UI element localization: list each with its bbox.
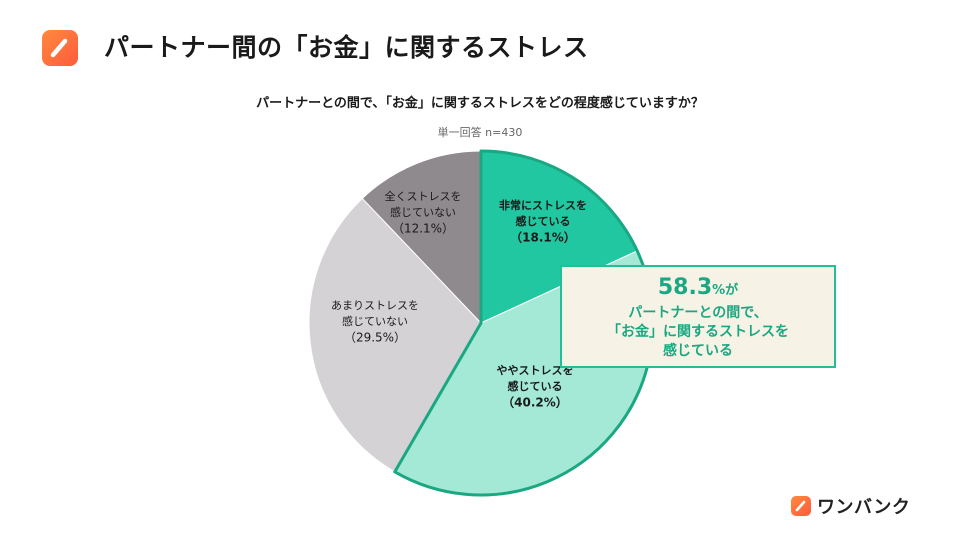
slice-value-label: （12.1%）	[392, 222, 454, 236]
slice-category-label: 感じている	[508, 379, 563, 393]
sample-note: 単一回答 n=430	[437, 126, 523, 139]
app-logo-icon	[42, 30, 78, 66]
summary-callout: 58.3%が パートナーとの間で、 「お金」に関するストレスを 感じている	[560, 265, 836, 368]
slice-value-label: （29.5%）	[344, 331, 406, 345]
slice-category-label: 感じている	[516, 214, 571, 228]
page-title: パートナー間の「お金」に関するストレス	[104, 33, 589, 62]
slice-value-label: （18.1%）	[510, 230, 576, 245]
slice-value-label: （40.2%）	[502, 395, 568, 410]
callout-line: パートナーとの間で、	[628, 305, 768, 321]
slice-category-label: 感じていない	[390, 206, 456, 219]
slice-category-label: あまりストレスを	[331, 299, 419, 312]
slice-category-label: 感じていない	[342, 315, 408, 328]
slice-category-label: 非常にストレスを	[499, 198, 587, 212]
brand-logo-icon	[791, 496, 811, 516]
chart-question: パートナーとの間で、「お金」に関するストレスをどの程度感じていますか？	[256, 96, 704, 111]
pie-slice	[308, 197, 482, 473]
brand-footer: ワンバンク	[791, 493, 910, 519]
callout-value: 58.3	[657, 275, 713, 300]
callout-line: 感じている	[663, 343, 733, 359]
slice-category-label: ややストレスを	[497, 364, 574, 377]
brand-name: ワンバンク	[817, 497, 911, 518]
callout-suffix: %が	[712, 283, 739, 298]
pie-slice	[361, 150, 482, 325]
callout-line: 「お金」に関するストレスを	[607, 324, 789, 340]
slice-category-label: 全くストレスを	[385, 189, 462, 203]
